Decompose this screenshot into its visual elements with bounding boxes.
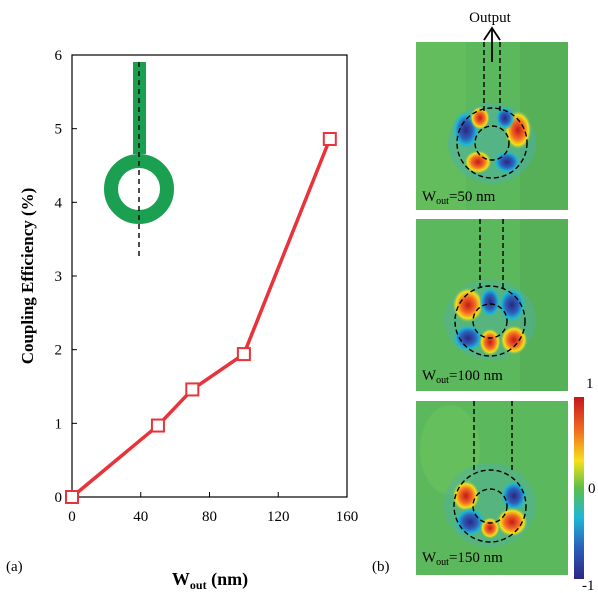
plot-frame: [71, 54, 348, 498]
field-map-3-label-value: =150 nm: [449, 550, 503, 566]
field-map-3-lobe-1: [452, 480, 480, 512]
y-tick-label: 3: [55, 269, 63, 285]
field-map-2-shade: [520, 219, 568, 391]
field-map-2-ring-inner: [472, 303, 508, 339]
field-map-2-lobe-4: [452, 324, 484, 352]
output-label: Output: [469, 10, 512, 26]
field-map-2-lobe-5: [479, 328, 501, 356]
colorbar-max-label: 1: [586, 376, 594, 392]
axis-ticks: [71, 54, 348, 498]
data-markers: [65, 131, 337, 504]
field-map-1-ring-inner: [474, 125, 510, 161]
field-map-3-label: Wout=150 nm: [422, 550, 503, 568]
panel-label-b: (b): [372, 559, 390, 575]
coupling-efficiency-chart: 0 1 2 3 4 5 6 0 40 80 120 160 Coupling Efficiency …: [6, 48, 358, 592]
field-map-2-label-sub: out: [436, 375, 449, 386]
data-point-3: [236, 347, 251, 362]
x-tick-label: 160: [336, 509, 359, 525]
field-map-2: [416, 219, 568, 391]
panel-label-a: (a): [6, 559, 23, 575]
field-map-1-lobe-4: [493, 150, 521, 174]
x-axis-label-unit: (nm): [207, 569, 249, 590]
data-point-2: [185, 382, 200, 397]
x-tick-label: 40: [133, 509, 148, 525]
y-tick-label: 5: [55, 122, 63, 138]
field-map-3-label-main: W: [422, 550, 437, 566]
field-map-3-ring-outline: [453, 469, 527, 543]
field-maps: Wout=50 nm Output Wout=100 nm: [372, 10, 596, 593]
field-map-3-shade: [420, 405, 480, 495]
field-map-1-lobe-3: [464, 150, 492, 174]
ring-resonator-inset: [104, 62, 174, 260]
x-axis-label-main: W: [172, 569, 190, 589]
field-map-2-lobe-2: [479, 286, 501, 318]
y-tick-label: 2: [55, 343, 63, 359]
field-map-1-lobe-6: [495, 106, 515, 130]
field-map-1-ring-outline: [456, 107, 528, 179]
field-map-2-lobe-6: [500, 325, 528, 355]
field-map-3-lobe-5: [480, 517, 500, 539]
x-axis-label: Wout (nm): [172, 569, 248, 592]
field-map-3: [416, 401, 568, 575]
y-tick-labels: 0 1 2 3 4 5 6: [55, 48, 63, 506]
x-axis-label-sub: out: [190, 578, 207, 592]
y-axis-label: Coupling Efficiency (%): [18, 188, 37, 365]
data-point-1: [150, 418, 165, 433]
colorbar-mid-label: 0: [588, 481, 596, 497]
colorbar-min-label: -1: [582, 578, 595, 593]
field-map-2-label-value: =100 nm: [449, 368, 503, 384]
x-tick-label: 0: [68, 509, 76, 525]
y-tick-label: 0: [55, 490, 63, 506]
output-arrow-head: [483, 26, 501, 41]
y-tick-label: 1: [55, 416, 63, 432]
field-map-2-lobe-1: [452, 287, 484, 323]
field-map-2-ring-outline: [454, 285, 526, 357]
x-tick-labels: 0 40 80 120 160: [68, 509, 358, 525]
data-point-4: [322, 131, 337, 146]
field-map-3-ring-inner: [472, 488, 508, 524]
x-tick-label: 80: [202, 509, 217, 525]
field-map-3-label-sub: out: [436, 557, 449, 568]
field-map-1-label-value: =50 nm: [449, 189, 496, 205]
y-tick-label: 6: [55, 48, 63, 64]
field-map-1-label: Wout=50 nm: [422, 189, 496, 207]
field-map-1-label-sub: out: [436, 196, 449, 207]
field-map-1-label-main: W: [422, 189, 437, 205]
colorbar: [574, 397, 584, 579]
data-point-0: [65, 490, 79, 504]
field-map-1: [416, 42, 568, 210]
field-map-2-label: Wout=100 nm: [422, 368, 503, 386]
x-tick-label: 120: [267, 509, 290, 525]
field-map-2-label-main: W: [422, 368, 437, 384]
y-tick-label: 4: [55, 195, 63, 211]
field-map-3-lobe-4: [496, 507, 528, 537]
field-map-3-lobe-3: [454, 507, 486, 537]
